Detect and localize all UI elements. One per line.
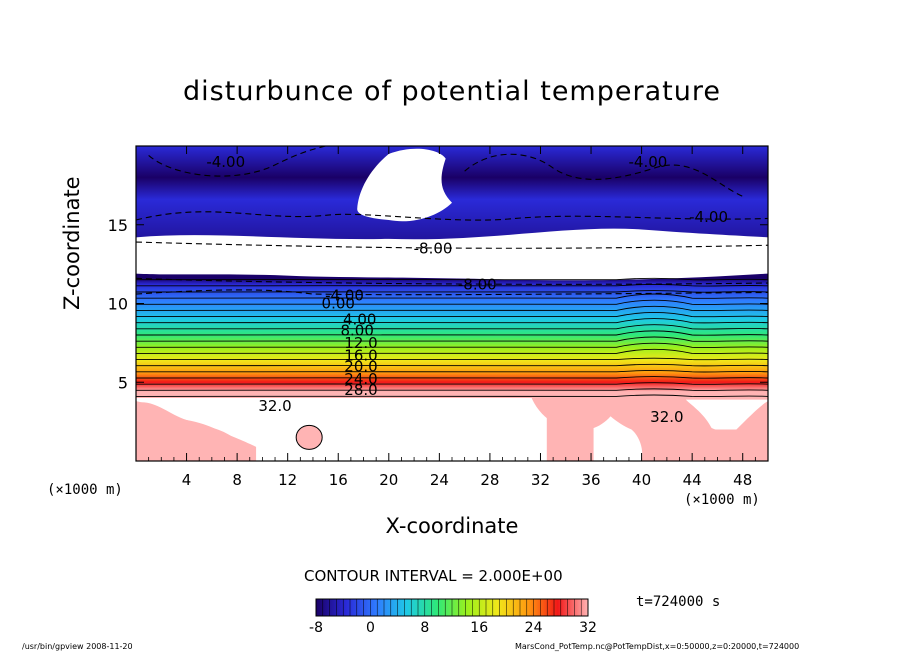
- contour-line: [136, 363, 768, 367]
- undefined-region: [357, 148, 452, 222]
- colorbar-tick-label: 0: [366, 620, 375, 636]
- contour-label: 0.00: [322, 295, 355, 313]
- colorbar-tick-label: 32: [579, 620, 597, 636]
- y-tick-label: 10: [108, 295, 128, 314]
- contour-line: [136, 277, 768, 281]
- negative-contour-line: [136, 289, 768, 296]
- contour-label: 24.0: [344, 370, 377, 388]
- contour-line: [136, 299, 768, 305]
- pink-region: [136, 401, 245, 461]
- colorbar-tick-label: 16: [470, 620, 488, 636]
- contour-line: [136, 284, 768, 287]
- contour-label: 32.0: [650, 408, 683, 426]
- x-tick-label: 16: [329, 471, 348, 489]
- x-tick-label: 24: [430, 471, 449, 489]
- colorbar-tick-label: -8: [309, 620, 323, 636]
- contour-label: -8.00: [414, 239, 453, 257]
- contour-label: -4.00: [325, 287, 364, 305]
- x-tick-label: 40: [632, 471, 651, 489]
- contour-line: [136, 330, 768, 336]
- x-axis-label: X-coordinate: [385, 514, 519, 538]
- x-unit-label-right: (×1000 m): [684, 492, 760, 508]
- chart-title: disturbunce of potential temperature: [183, 76, 721, 107]
- undefined-region: [136, 228, 768, 281]
- pink-region: [530, 394, 623, 431]
- negative-contour-line: [136, 211, 768, 221]
- contour-line: [136, 336, 768, 342]
- contour-interval-label: CONTOUR INTERVAL = 2.000E+00: [304, 567, 563, 585]
- x-tick-label: 8: [232, 471, 242, 489]
- contour-line: [136, 394, 768, 398]
- time-label: t=724000 s: [636, 594, 721, 610]
- contour-label: 12.0: [344, 334, 377, 352]
- x-unit-label-left: (×1000 m): [47, 482, 123, 498]
- contour-line: [136, 318, 768, 324]
- x-tick-label: 12: [278, 471, 297, 489]
- x-tick-label: 44: [683, 471, 702, 489]
- x-tick-label: 4: [182, 471, 192, 489]
- contour-line: [136, 342, 768, 348]
- footer-file-info: MarsCond_PotTemp.nc@PotTempDist,x=0:5000…: [515, 642, 800, 651]
- x-tick-label: 20: [379, 471, 398, 489]
- pink-blob: [295, 424, 323, 450]
- contour-line: [136, 293, 768, 299]
- negative-contour-line: [136, 277, 768, 285]
- contour-label: 4.00: [343, 310, 376, 328]
- contour-label: -8.00: [458, 276, 497, 294]
- contour-line: [136, 376, 768, 379]
- contour-line: [136, 305, 768, 312]
- colorbar-frame: [315, 598, 589, 617]
- contour-label: 20.0: [344, 358, 377, 376]
- contour-line: [136, 357, 768, 361]
- footer-program-info: /usr/bin/gpview 2008-11-20: [22, 642, 133, 651]
- colorbar-tick-label: 8: [420, 620, 429, 636]
- contour-line: [136, 370, 768, 373]
- contour-label: 16.0: [344, 346, 377, 364]
- negative-contour-line: [464, 153, 743, 197]
- contour-line: [136, 348, 768, 355]
- negative-contour-line: [148, 146, 326, 177]
- x-tick-label: 48: [733, 471, 752, 489]
- contour-line: [136, 324, 768, 330]
- undefined-region: [685, 399, 768, 430]
- contour-label: 32.0: [258, 397, 291, 415]
- x-tick-label: 28: [480, 471, 499, 489]
- pink-region: [644, 402, 768, 461]
- colorbar-tick-label: 24: [525, 620, 543, 636]
- contour-line: [136, 388, 768, 391]
- contour-label: 8.00: [340, 321, 373, 339]
- contour-line: [136, 312, 768, 318]
- contour-label: -4.00: [206, 153, 245, 171]
- y-tick-label: 5: [118, 373, 128, 392]
- y-tick-label: 15: [108, 216, 128, 235]
- contour-label: 28.0: [344, 381, 377, 399]
- negative-contour-line: [136, 241, 768, 249]
- contour-line: [136, 382, 768, 385]
- undefined-region: [256, 399, 547, 461]
- contour-label: -4.00: [689, 208, 728, 226]
- x-tick-label: 32: [531, 471, 550, 489]
- x-tick-label: 36: [581, 471, 600, 489]
- contour-label: -4.00: [629, 153, 668, 171]
